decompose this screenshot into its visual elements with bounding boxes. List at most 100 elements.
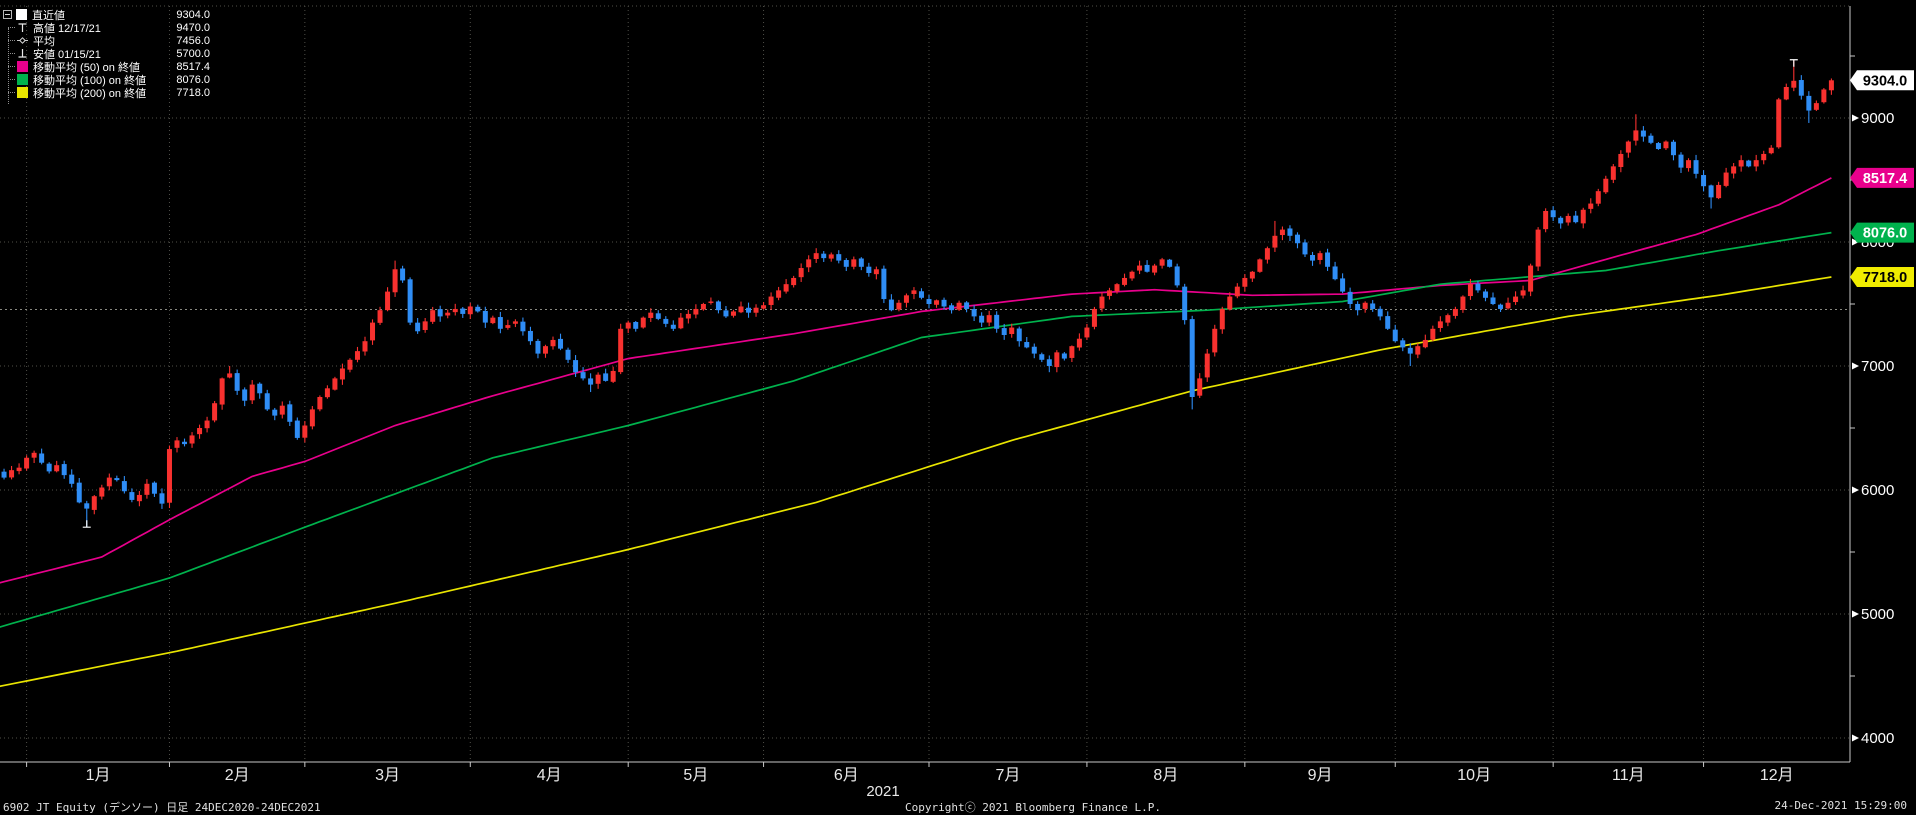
candle-body	[1407, 347, 1413, 354]
candle-body	[106, 477, 112, 487]
candle-body	[1370, 303, 1376, 309]
tree-branch-icon	[8, 78, 15, 81]
candle-body	[430, 310, 436, 322]
candle-body	[851, 259, 857, 267]
candle-body	[339, 368, 345, 380]
candle-body	[1392, 329, 1398, 342]
candle-body	[1046, 359, 1052, 366]
ma100-line	[0, 231, 1832, 628]
candle-body	[1294, 234, 1300, 244]
candle-body	[392, 269, 398, 293]
candle-body	[46, 463, 52, 472]
legend-row-last[interactable]: 直近値 9304.0	[2, 8, 210, 22]
candle-body	[1257, 259, 1263, 272]
tree-collapse-icon[interactable]	[3, 10, 12, 19]
candle-body	[61, 464, 67, 476]
candle-body	[994, 314, 1000, 329]
candle-body	[595, 374, 601, 384]
candle-body	[9, 470, 15, 478]
x-axis-month-label: 2月	[225, 767, 250, 784]
price-badge-value: 7718.0	[1863, 270, 1907, 286]
candle-body	[91, 496, 97, 510]
candle-body	[370, 322, 376, 341]
candle-body	[542, 346, 548, 354]
candle-body	[1738, 160, 1744, 167]
legend-row-ma50[interactable]: 移動平均 (50) on 終値 8517.4	[2, 60, 210, 74]
candle-body	[1227, 296, 1233, 310]
candle-body	[467, 306, 473, 315]
candle-body	[354, 351, 360, 360]
legend-row-high[interactable]: 高値 12/17/21 9470.0	[2, 21, 210, 35]
candle-body	[663, 318, 669, 324]
candle-body	[813, 253, 819, 259]
candle-body	[1828, 80, 1834, 91]
candle-body	[1114, 284, 1120, 292]
candle-body	[1648, 135, 1654, 143]
candle-body	[678, 317, 684, 329]
candle-body	[896, 302, 902, 310]
candle-body	[497, 317, 503, 329]
candle-body	[520, 321, 526, 332]
candle-body	[1137, 265, 1143, 271]
candle-body	[715, 301, 721, 311]
candle-body	[1640, 130, 1646, 137]
candle-body	[1272, 235, 1278, 248]
candle-body	[1340, 278, 1346, 292]
legend-row-low[interactable]: 安値 01/15/21 5700.0	[2, 47, 210, 61]
x-axis-month-label: 4月	[537, 767, 562, 784]
candle-body	[309, 409, 315, 427]
legend-row-avg[interactable]: 平均 7456.0	[2, 34, 210, 48]
legend-label: 移動平均 (100) on 終値	[33, 74, 147, 87]
candle-body	[1460, 296, 1466, 310]
y-axis-tick-label: 6000	[1861, 482, 1894, 499]
candle-body	[287, 404, 293, 422]
candle-body	[1234, 286, 1240, 297]
candle-body	[362, 341, 368, 352]
candle-body	[347, 359, 353, 370]
candle-body	[1204, 353, 1210, 378]
candle-body	[99, 487, 105, 497]
candle-body	[1558, 217, 1564, 224]
candle-body	[1573, 215, 1579, 223]
candle-body	[1723, 172, 1729, 186]
candle-body	[1437, 321, 1443, 328]
candle-body	[573, 360, 579, 373]
candle-body	[1678, 154, 1684, 168]
candle-body	[114, 478, 120, 481]
legend-row-ma100[interactable]: 移動平均 (100) on 終値 8076.0	[2, 73, 210, 87]
candle-body	[129, 492, 135, 500]
candle-body	[888, 299, 894, 311]
footer-bar: 6902 JT Equity (デンソー) 日足 24DEC2020-24DEC…	[0, 799, 1916, 815]
candle-body	[1076, 338, 1082, 348]
candle-body	[490, 317, 496, 324]
candle-body	[776, 290, 782, 298]
candle-body	[565, 349, 571, 360]
candle-body	[1347, 291, 1353, 304]
legend-row-ma200[interactable]: 移動平均 (200) on 終値 7718.0	[2, 86, 210, 100]
candle-body	[558, 338, 564, 349]
candle-body	[821, 253, 827, 259]
candle-body	[648, 312, 654, 318]
candle-body	[1445, 315, 1451, 323]
y-tick-arrow-icon	[1852, 362, 1859, 370]
candle-body	[1129, 271, 1135, 279]
candle-body	[1001, 328, 1007, 335]
candle-body	[986, 315, 992, 323]
candle-body	[1467, 284, 1473, 297]
candle-body	[934, 300, 940, 305]
candle-body	[1806, 95, 1812, 111]
candle-body	[956, 302, 962, 310]
candle-body	[505, 325, 511, 328]
tree-branch-icon	[8, 65, 15, 68]
candle-body	[761, 305, 767, 309]
candle-body	[317, 397, 323, 410]
candle-body	[197, 428, 203, 435]
candle-body	[1279, 229, 1285, 236]
candle-body	[1768, 147, 1774, 154]
candle-body	[1625, 141, 1631, 153]
ma200-line	[0, 276, 1832, 688]
price-badge-ma100: 8076.0	[1850, 222, 1914, 243]
price-badge-value: 8076.0	[1863, 226, 1907, 242]
candles	[1, 59, 1834, 528]
